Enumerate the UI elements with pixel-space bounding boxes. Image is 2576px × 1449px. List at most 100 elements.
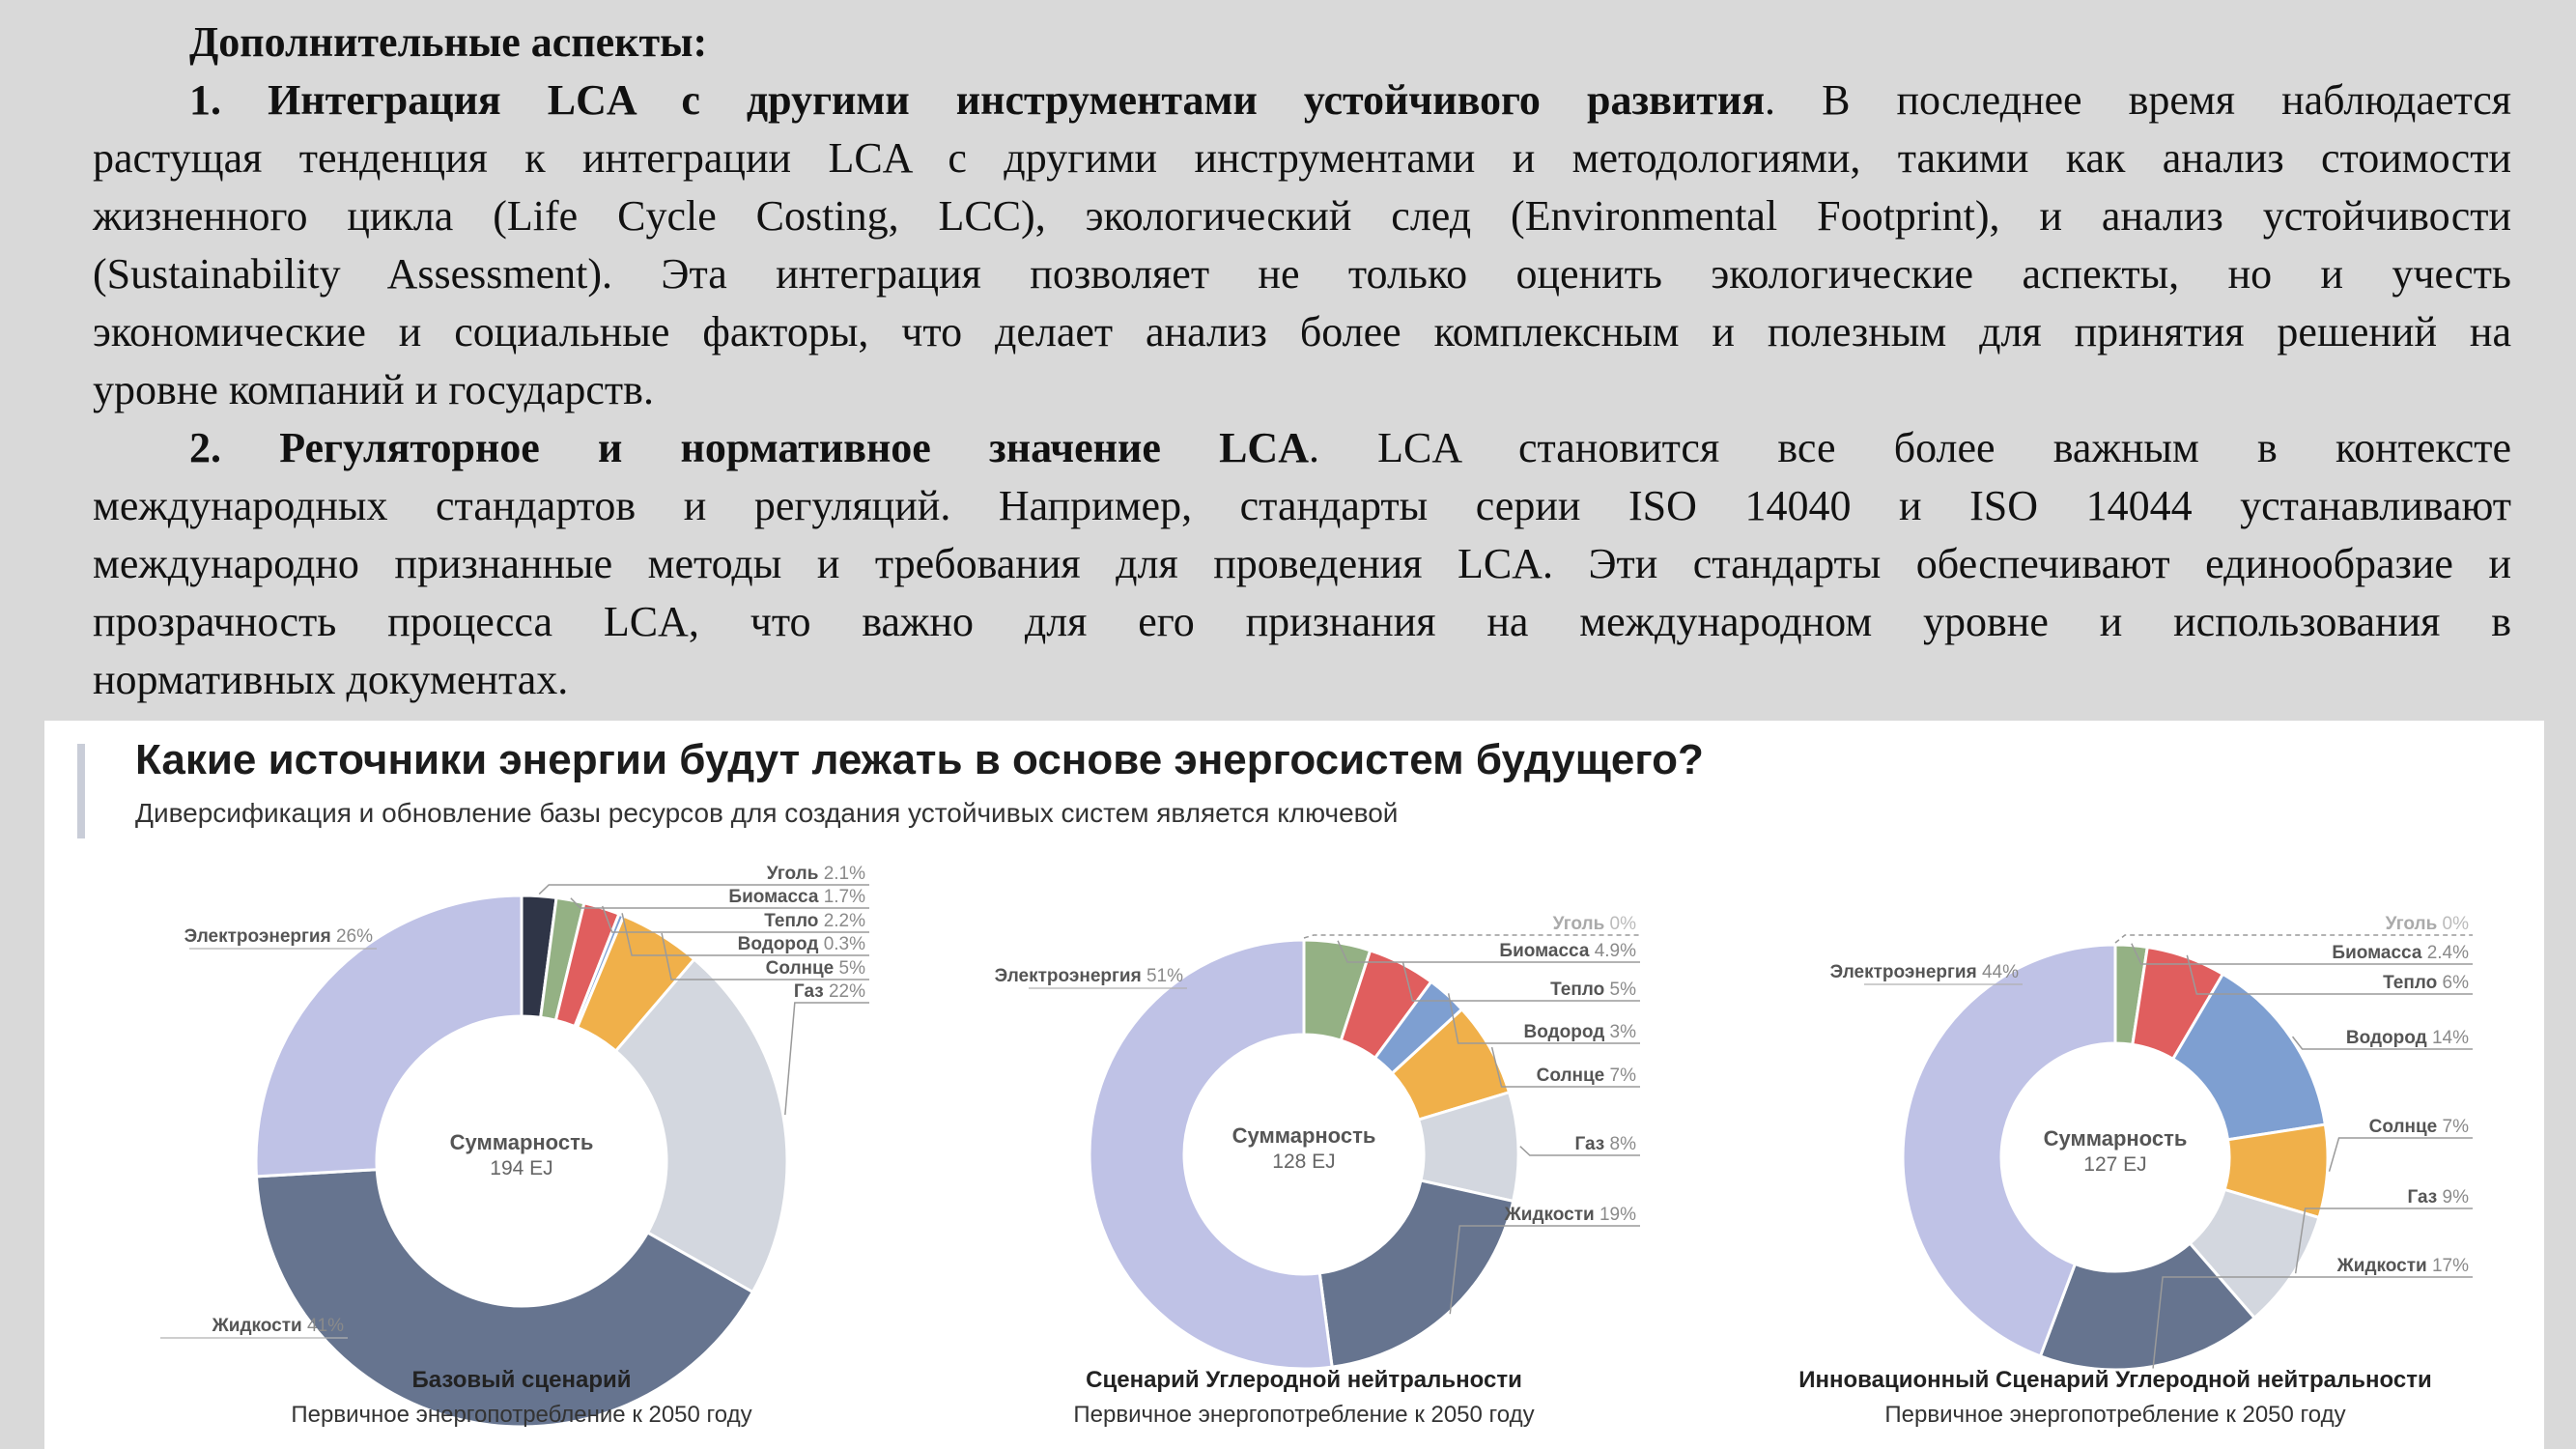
slice-label-value: 5% bbox=[1610, 980, 1637, 1000]
slice-label: Жидкости 19% bbox=[1504, 1205, 1636, 1225]
slice-label-name: Водород bbox=[2346, 1028, 2432, 1048]
slice-label-name: Водород bbox=[738, 934, 824, 954]
leader-line bbox=[661, 932, 869, 980]
slice-label-name: Солнце bbox=[766, 958, 839, 979]
chart-title: Инновационный Сценарий Углеродной нейтра… bbox=[1798, 1367, 2431, 1393]
paragraph-1-line-1: 1. Интеграция LCA с другими инструментам… bbox=[93, 71, 2511, 129]
donut-slice bbox=[1088, 938, 1334, 1371]
paragraph-1-lead: Интеграция LCA с другими инструментами у… bbox=[268, 76, 1766, 124]
donut-slice bbox=[254, 1168, 755, 1429]
slice-label-name: Солнце bbox=[1537, 1065, 1610, 1086]
paragraph-1-number: 1. bbox=[189, 76, 269, 124]
slice-label: Биомасса 2.4% bbox=[2332, 943, 2469, 963]
slice-label-value: 51% bbox=[1146, 966, 1183, 986]
leader-line bbox=[1449, 1225, 1640, 1315]
leader-line bbox=[1490, 1046, 1640, 1088]
chart-title: Сценарий Углеродной нейтральности bbox=[1086, 1367, 1522, 1393]
donut-slice bbox=[1901, 943, 2117, 1358]
slice-label-name: Электроэнергия bbox=[1830, 962, 1982, 982]
leader-line bbox=[601, 905, 869, 933]
slice-label-name: Электроэнергия bbox=[184, 926, 336, 947]
slice-label: Уголь 0% bbox=[2386, 914, 2469, 934]
leader-line bbox=[784, 1002, 869, 1116]
slice-label: Тепло 5% bbox=[1550, 980, 1636, 1000]
donut-slice bbox=[254, 894, 524, 1179]
slice-label-name: Тепло bbox=[1550, 980, 1609, 1000]
paragraph-1-text: . В последнее время наблюдается bbox=[1765, 76, 2512, 124]
slice-label-value: 8% bbox=[1610, 1134, 1637, 1154]
figure-title: Какие источники энергии будут лежать в о… bbox=[135, 736, 1704, 783]
slice-label-value: 3% bbox=[1610, 1022, 1637, 1042]
slice-label-value: 41% bbox=[307, 1316, 344, 1336]
slice-label: Электроэнергия 26% bbox=[184, 926, 373, 947]
paragraph-2-number: 2. bbox=[189, 424, 280, 471]
paragraph-1-line-5: экономические и социальные факторы, что … bbox=[93, 308, 2511, 355]
leader-line bbox=[2328, 1137, 2473, 1172]
slice-label-value: 0% bbox=[1610, 914, 1637, 934]
slice-label-name: Тепло bbox=[764, 911, 823, 931]
slice-label-name: Жидкости bbox=[1504, 1205, 1599, 1225]
leader-line bbox=[1447, 993, 1640, 1044]
leader-line bbox=[538, 884, 869, 895]
section-heading: Дополнительные аспекты: bbox=[189, 18, 708, 66]
slice-label-name: Биомасса bbox=[1499, 941, 1594, 961]
slice-label-name: Водород bbox=[1523, 1022, 1609, 1042]
slice-label: Солнце 5% bbox=[766, 958, 866, 979]
slice-label-name: Жидкости bbox=[2336, 1256, 2432, 1276]
paragraph-1-line-4: (Sustainability Assessment). Эта интегра… bbox=[93, 250, 2511, 298]
slice-label: Жидкости 41% bbox=[212, 1316, 344, 1336]
slice-label-name: Газ bbox=[1574, 1134, 1609, 1154]
slice-label-value: 9% bbox=[2443, 1187, 2470, 1208]
slice-label-value: 1.7% bbox=[824, 887, 865, 907]
document-text: Дополнительные аспекты: 1. Интеграция LC… bbox=[93, 14, 2511, 709]
slice-label-value: 2.1% bbox=[824, 864, 865, 884]
donut-center-label: Суммарность bbox=[450, 1130, 594, 1154]
slice-label-value: 17% bbox=[2432, 1256, 2469, 1276]
slice-label-value: 14% bbox=[2432, 1028, 2469, 1048]
donut-charts: Суммарность 194 EJ Уголь 2.1% Биомасса 1.7%… bbox=[160, 864, 2473, 1429]
slice-label-name: Солнце bbox=[2369, 1117, 2443, 1137]
donut-slice bbox=[1317, 1179, 1515, 1369]
chart-title: Базовый сценарий bbox=[411, 1367, 631, 1393]
slice-label: Водород 0.3% bbox=[738, 934, 865, 954]
figure-subtitle: Диверсификация и обновление базы ресурсо… bbox=[135, 798, 1399, 828]
chart-subtitle: Первичное энергопотребление к 2050 году bbox=[291, 1402, 751, 1428]
slice-label-value: 5% bbox=[839, 958, 866, 979]
chart-subtitle: Первичное энергопотребление к 2050 году bbox=[1884, 1402, 2345, 1428]
leader-line bbox=[1303, 934, 1640, 939]
leader-line bbox=[2186, 954, 2473, 995]
paragraph-1-line-6: уровне компаний и государств. bbox=[93, 366, 654, 413]
slice-label-value: 44% bbox=[1982, 962, 2019, 982]
slice-label-value: 2.2% bbox=[824, 911, 865, 931]
slice-label-value: 2.4% bbox=[2427, 943, 2469, 963]
slice-label-name: Биомасса bbox=[2332, 943, 2426, 963]
energy-figure: Какие источники энергии будут лежать в о… bbox=[44, 721, 2544, 1449]
slice-label-name: Жидкости bbox=[212, 1316, 307, 1336]
slice-label-value: 0% bbox=[2443, 914, 2470, 934]
donut-center-value: 194 EJ bbox=[490, 1157, 552, 1179]
leader-line bbox=[2291, 1036, 2473, 1050]
figure-accent-bar bbox=[77, 744, 85, 838]
paragraph-2-line-4: прозрачность процесса LCA, что важно для… bbox=[93, 598, 2511, 645]
paragraph-2-line-5: нормативных документах. bbox=[93, 656, 569, 703]
slice-label: Уголь 2.1% bbox=[767, 864, 865, 884]
slice-label-value: 22% bbox=[829, 981, 865, 1002]
donut-center-label: Суммарность bbox=[2044, 1126, 2188, 1151]
paragraph-2-line-3: международно признанные методы и требова… bbox=[93, 540, 2511, 587]
paragraph-1-line-2: растущая тенденция к интеграции LCA с др… bbox=[93, 134, 2511, 182]
leader-line bbox=[621, 913, 869, 956]
leader-line bbox=[2114, 934, 2473, 944]
slice-label-name: Уголь bbox=[2386, 914, 2443, 934]
slice-label-name: Электроэнергия bbox=[995, 966, 1146, 986]
slice-label: Жидкости 17% bbox=[2336, 1256, 2469, 1276]
leader-line bbox=[1337, 940, 1640, 963]
slice-label: Газ 8% bbox=[1574, 1134, 1636, 1154]
slice-label: Солнце 7% bbox=[2369, 1117, 2470, 1137]
slice-label-value: 26% bbox=[336, 926, 373, 947]
leader-line bbox=[1519, 1146, 1640, 1156]
slice-label: Тепло 2.2% bbox=[764, 911, 865, 931]
slice-label: Газ 22% bbox=[794, 981, 865, 1002]
leader-line bbox=[1401, 961, 1640, 1002]
slice-label-value: 6% bbox=[2443, 973, 2470, 993]
slice-label: Электроэнергия 51% bbox=[995, 966, 1183, 986]
